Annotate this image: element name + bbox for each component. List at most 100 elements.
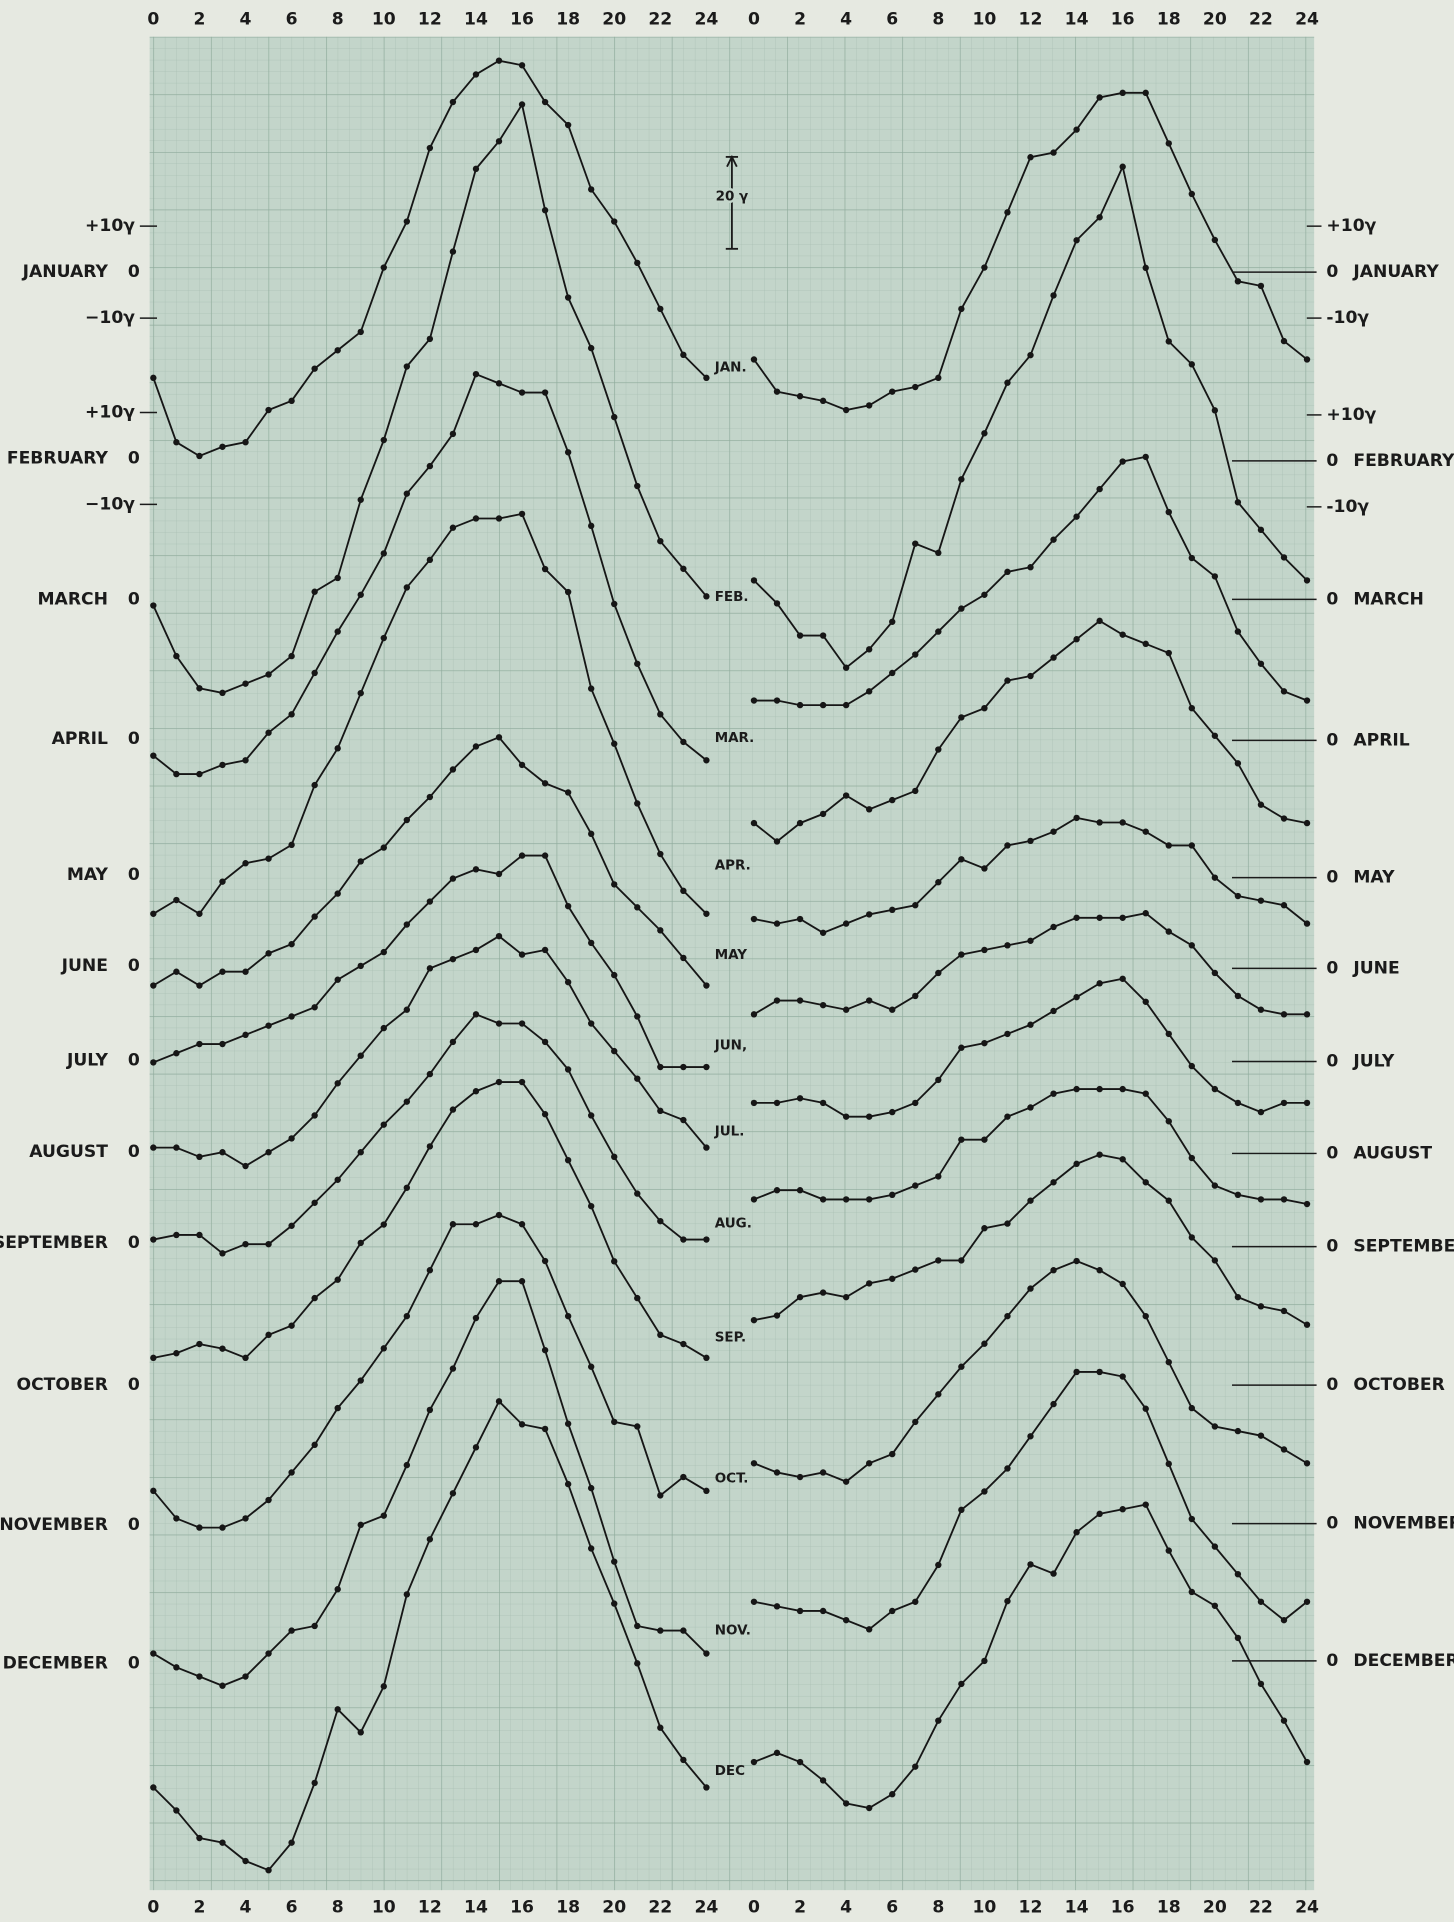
data-point (1119, 819, 1126, 826)
x-tick-label: 20 (1203, 10, 1227, 30)
x-tick-label: 14 (464, 10, 488, 30)
data-point (611, 1047, 618, 1055)
data-point (819, 929, 827, 936)
data-point (196, 1673, 203, 1680)
data-point (703, 757, 710, 764)
data-point (750, 1460, 758, 1467)
data-point (1050, 1400, 1057, 1408)
data-point (866, 806, 873, 813)
curve-label: APR. (715, 857, 751, 873)
data-point (288, 1839, 295, 1846)
data-point (403, 1184, 411, 1191)
data-point (796, 1758, 804, 1766)
data-point (357, 1239, 364, 1247)
data-point (1257, 801, 1265, 808)
data-point (357, 496, 364, 503)
x-tick-label: 8 (332, 10, 344, 30)
month-label: NOVEMBER (0, 1515, 108, 1535)
data-point (196, 1340, 203, 1348)
data-point (219, 1839, 226, 1846)
data-point (380, 550, 387, 557)
y-tick-label: 0 (128, 448, 140, 468)
data-point (773, 1603, 781, 1610)
data-point (1188, 842, 1195, 849)
data-point (842, 406, 850, 414)
data-point (703, 1063, 710, 1071)
month-label: APRIL (52, 729, 108, 749)
data-point (819, 1777, 827, 1784)
data-point (288, 1013, 295, 1020)
data-point (912, 1763, 919, 1770)
data-point (1119, 1156, 1126, 1163)
data-point (1073, 1257, 1080, 1265)
data-point (1073, 993, 1080, 1001)
data-point (150, 1487, 157, 1495)
data-point (587, 1363, 595, 1370)
data-point (1027, 351, 1034, 359)
data-point (541, 852, 549, 859)
data-point (518, 1078, 526, 1086)
data-point (1142, 1312, 1149, 1320)
data-point (773, 1749, 781, 1757)
month-label: AUGUST (29, 1142, 108, 1162)
data-point (288, 1627, 295, 1634)
data-point (495, 138, 503, 145)
data-point (1188, 942, 1195, 949)
x-tick-label: 6 (886, 10, 898, 30)
data-point (311, 781, 318, 789)
data-point (935, 1561, 942, 1569)
x-tick-label: 22 (1249, 1897, 1273, 1917)
data-point (495, 1020, 503, 1027)
data-point (472, 946, 480, 954)
data-point (611, 218, 618, 225)
data-point (334, 1176, 341, 1183)
data-point (680, 1236, 687, 1243)
data-point (634, 660, 641, 667)
data-point (1211, 1602, 1219, 1609)
data-point (1257, 660, 1265, 667)
data-point (242, 1515, 249, 1522)
data-point (288, 1135, 295, 1142)
data-point (311, 1294, 318, 1302)
data-point (311, 913, 318, 920)
data-point (587, 830, 595, 838)
data-point (564, 978, 572, 986)
data-point (334, 1276, 341, 1283)
data-point (288, 652, 295, 660)
data-point (219, 1149, 226, 1156)
data-point (703, 374, 710, 382)
x-tick-label: 0 (147, 10, 159, 30)
data-point (426, 335, 434, 343)
data-point (449, 98, 457, 106)
y-tick-label: 0 (1326, 589, 1338, 609)
data-point (1165, 1030, 1172, 1038)
data-point (1096, 485, 1103, 493)
data-point (1119, 1506, 1126, 1513)
y-tick-label: 0 (128, 729, 140, 749)
y-tick-label: +10γ (1326, 216, 1376, 236)
data-point (219, 968, 226, 975)
data-point (1257, 897, 1265, 904)
data-point (357, 1377, 364, 1384)
data-point (334, 1080, 341, 1087)
data-point (1142, 828, 1149, 835)
x-tick-label: 6 (886, 1897, 898, 1917)
data-point (242, 860, 249, 867)
y-tick-label: 0 (1326, 1143, 1338, 1163)
x-tick-label: 24 (694, 10, 718, 30)
data-point (426, 965, 434, 972)
data-point (866, 911, 873, 918)
y-tick-label: 0 (1326, 262, 1338, 282)
data-point (541, 946, 549, 954)
data-point (1211, 969, 1219, 977)
data-point (518, 761, 526, 769)
data-point (935, 549, 942, 557)
data-point (311, 1199, 318, 1206)
y-tick-label: 0 (1326, 1052, 1338, 1072)
data-point (380, 264, 387, 271)
curve-label: MAY (715, 947, 748, 963)
data-point (311, 588, 318, 595)
data-point (1004, 1312, 1011, 1320)
data-point (958, 605, 965, 612)
data-point (1050, 1267, 1057, 1274)
